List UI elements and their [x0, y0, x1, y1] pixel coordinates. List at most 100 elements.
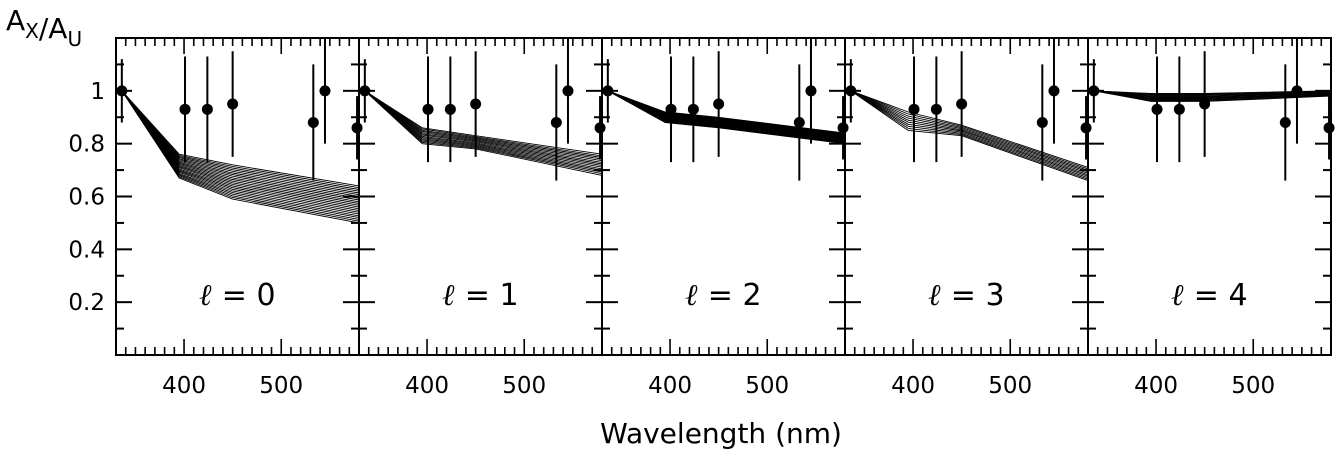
data-point [550, 117, 562, 129]
x-tick-label: 500 [988, 373, 1032, 399]
model-curve [850, 90, 1089, 170]
data-point [179, 103, 191, 115]
model-curve [850, 90, 1089, 182]
panel-label: ℓ = 1 [442, 278, 518, 313]
model-curve [364, 90, 603, 176]
data-point [1279, 117, 1291, 129]
model-curve [364, 90, 603, 158]
model-curve [121, 90, 360, 220]
model-curve [364, 90, 603, 155]
model-curves [1093, 90, 1332, 102]
observations [602, 38, 849, 181]
model-curve [850, 90, 1089, 174]
panel-l4: 400 500 ℓ = 4 [1087, 37, 1335, 399]
data-point [422, 103, 434, 115]
data-point [1036, 117, 1048, 129]
observations [1088, 38, 1335, 181]
y-tick-label: 1 [90, 79, 105, 105]
panel-l3: 400 500 ℓ = 3 [844, 37, 1092, 399]
data-point [470, 98, 482, 110]
x-axis-title: Wavelength (nm) [600, 417, 842, 450]
data-point [562, 85, 574, 97]
y-axis-title: AX/AU [6, 4, 82, 51]
data-point [1323, 122, 1335, 134]
x-tick-label: 500 [259, 373, 303, 399]
model-curves [850, 90, 1089, 182]
model-curve [850, 90, 1089, 171]
model-curve [850, 90, 1089, 173]
model-curve [364, 90, 603, 167]
x-tick-label: 400 [1134, 373, 1178, 399]
x-tick-label: 500 [745, 373, 789, 399]
model-curve [850, 90, 1089, 180]
model-curve [121, 90, 360, 206]
y-tick-label: 0.2 [68, 290, 105, 316]
model-curve [850, 90, 1089, 177]
x-axis-title-text: Wavelength (nm) [600, 417, 842, 450]
panel-label: ℓ = 3 [928, 278, 1004, 313]
data-point [351, 122, 363, 134]
data-point [227, 98, 239, 110]
model-curves [121, 90, 360, 224]
observations [116, 38, 363, 181]
data-point [594, 122, 606, 134]
data-point [837, 122, 849, 134]
model-curve [364, 90, 603, 171]
panels: 400 500 ℓ = 0 400 500 ℓ = 1 400 500 ℓ = 2 400 500 ℓ… [68, 37, 1335, 399]
x-tick-label: 400 [891, 373, 935, 399]
data-point [1173, 103, 1185, 115]
data-point [444, 103, 456, 115]
data-point [665, 103, 677, 115]
data-point [930, 103, 942, 115]
y-axis-title-text: AX/AU [6, 4, 82, 51]
model-curve [364, 90, 603, 173]
x-tick-label: 400 [405, 373, 449, 399]
panel-label: ℓ = 4 [1171, 278, 1247, 313]
data-point [307, 117, 319, 129]
x-tick-label: 500 [502, 373, 546, 399]
model-curve [364, 90, 603, 175]
model-curve [607, 90, 846, 134]
model-curve [121, 90, 360, 222]
data-point [793, 117, 805, 129]
data-point [1199, 98, 1211, 110]
data-point [201, 103, 213, 115]
data-point [1080, 122, 1092, 134]
y-tick-label: 0.6 [68, 185, 105, 211]
data-point [956, 98, 968, 110]
x-tick-label: 400 [648, 373, 692, 399]
model-curves [607, 90, 846, 145]
data-point [1151, 103, 1163, 115]
model-curve [364, 90, 603, 162]
data-point [713, 98, 725, 110]
model-curve [364, 90, 603, 165]
model-curve [364, 90, 603, 170]
data-point [1291, 85, 1303, 97]
model-curve [121, 90, 360, 187]
data-point [805, 85, 817, 97]
data-point [687, 103, 699, 115]
panel-l2: 400 500 ℓ = 2 [601, 37, 849, 399]
model-curve [364, 90, 603, 168]
data-point [319, 85, 331, 97]
data-point [1048, 85, 1060, 97]
panel-l1: 400 500 ℓ = 1 [358, 37, 606, 399]
panel-label: ℓ = 0 [199, 278, 275, 313]
model-curves [364, 90, 603, 176]
y-tick-label: 0.4 [68, 237, 105, 263]
panel-l0: 400 500 ℓ = 0 [115, 37, 363, 399]
model-curve [1093, 90, 1332, 94]
x-tick-label: 400 [162, 373, 206, 399]
model-curve [121, 90, 360, 224]
model-curve [121, 90, 360, 208]
model-curve [850, 90, 1089, 176]
model-curve [364, 90, 603, 160]
model-curve [850, 90, 1089, 168]
data-point [908, 103, 920, 115]
x-tick-label: 500 [1231, 373, 1275, 399]
model-curve [364, 90, 603, 163]
panel-label: ℓ = 2 [685, 278, 761, 313]
model-curve [364, 90, 603, 157]
model-curve [850, 90, 1089, 179]
